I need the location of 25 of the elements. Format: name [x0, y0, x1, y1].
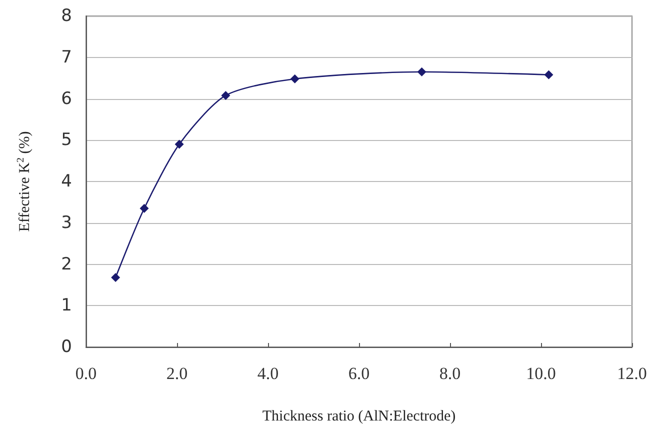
point: [544, 70, 554, 80]
y-tick-label: 0: [61, 337, 72, 357]
y-tick-label: 1: [61, 296, 72, 316]
point: [221, 90, 230, 100]
x-tick-label: 12.0: [617, 364, 647, 383]
x-tick-label: 8.0: [439, 364, 461, 383]
x-tick-label: 2.0: [166, 364, 188, 383]
point: [417, 67, 426, 76]
x-tick-label: 10.0: [526, 364, 556, 383]
x-tick-label: 0.0: [75, 364, 97, 383]
point: [290, 74, 300, 84]
y-tick-label: 5: [61, 130, 72, 150]
x-axis-title: Thickness ratio (AlN:Electrode): [262, 408, 456, 424]
y-axis-title: Effective K2 (%): [16, 131, 33, 232]
y-tick-label: 4: [61, 172, 72, 192]
y-tick-label: 2: [61, 254, 72, 274]
point: [174, 140, 184, 149]
y-tick-label: 7: [61, 47, 72, 68]
y-tick-label: 3: [61, 212, 72, 233]
x-tick-label: 4.0: [257, 364, 279, 383]
y-tick-label: 6: [61, 88, 72, 109]
x-tick-label: 6.0: [348, 364, 370, 383]
point: [140, 204, 149, 213]
point: [111, 272, 120, 282]
y-tick-label: 8: [61, 6, 72, 26]
